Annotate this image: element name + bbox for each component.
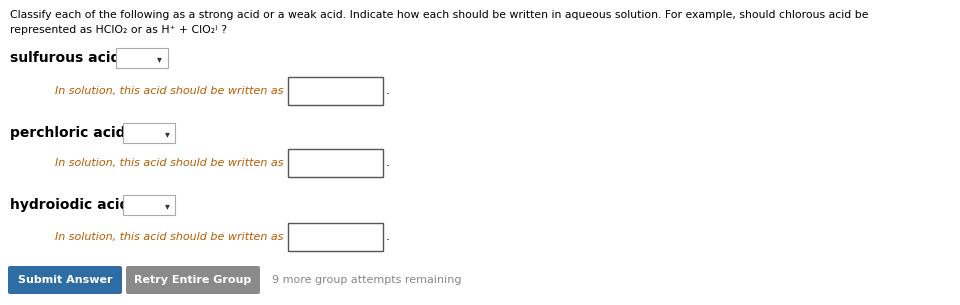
Bar	[123, 195, 175, 215]
Text: Retry Entire Group: Retry Entire Group	[134, 275, 252, 285]
Text: hydroiodic acid: hydroiodic acid	[10, 198, 130, 212]
Text: 9 more group attempts remaining: 9 more group attempts remaining	[272, 275, 462, 285]
Text: ▾: ▾	[164, 129, 169, 139]
Text: Submit Answer: Submit Answer	[17, 275, 112, 285]
Text: .: .	[386, 84, 390, 98]
FancyBboxPatch shape	[126, 266, 260, 294]
Text: ▾: ▾	[157, 54, 162, 64]
Bar	[123, 123, 175, 143]
Text: sulfurous acid: sulfurous acid	[10, 51, 120, 65]
Text: In solution, this acid should be written as: In solution, this acid should be written…	[55, 86, 283, 96]
FancyBboxPatch shape	[8, 266, 122, 294]
Text: represented as HClO₂ or as H⁺ + ClO₂⁾ ?: represented as HClO₂ or as H⁺ + ClO₂⁾ ?	[10, 25, 227, 35]
Text: .: .	[386, 231, 390, 243]
Text: In solution, this acid should be written as: In solution, this acid should be written…	[55, 232, 283, 242]
Bar	[116, 48, 168, 68]
Bar	[288, 223, 383, 251]
Text: Classify each of the following as a strong acid or a weak acid. Indicate how eac: Classify each of the following as a stro…	[10, 10, 869, 20]
Bar	[288, 149, 383, 177]
Text: perchloric acid: perchloric acid	[10, 126, 126, 140]
Text: ▾: ▾	[164, 201, 169, 211]
Text: .: .	[386, 156, 390, 170]
Bar	[288, 77, 383, 105]
Text: In solution, this acid should be written as: In solution, this acid should be written…	[55, 158, 283, 168]
